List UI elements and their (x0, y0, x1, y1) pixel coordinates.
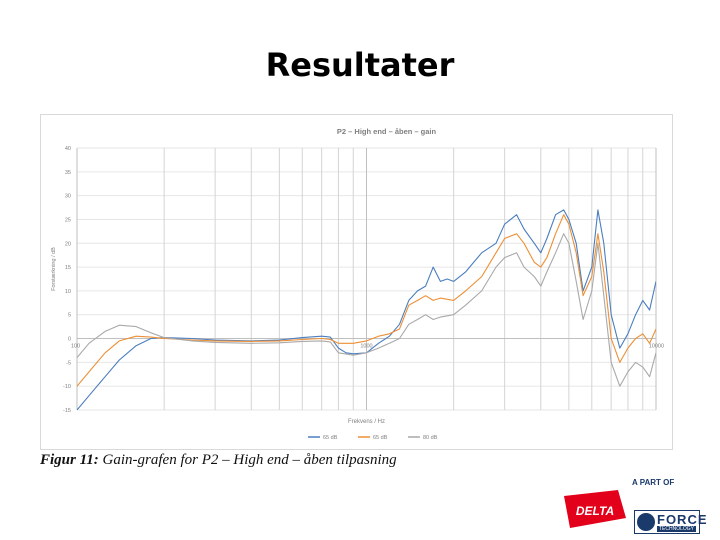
series-line (77, 233, 656, 387)
y-tick-label: 40 (65, 146, 71, 152)
x-tick-label: 100 (71, 344, 80, 350)
gain-chart: -15 -10 -5 0 5 10 15 20 25 30 35 40 100 1000 10000 P2 –… (40, 114, 673, 450)
figure-caption-text: Gain-grafen for P2 – High end – åben til… (102, 452, 397, 468)
technology-logo-text: TECHNOLOGY (657, 526, 697, 532)
x-tick-label: 10000 (649, 344, 664, 350)
y-tick-label: 5 (68, 313, 71, 319)
series-line (77, 214, 656, 387)
y-tick-label: 35 (65, 170, 71, 176)
x-tick-label: 1000 (360, 344, 372, 350)
logos: DELTA A PART OF FORCE TECHNOLOGY (560, 478, 710, 538)
series-line (77, 209, 656, 410)
legend-label: 80 dB (423, 435, 438, 441)
y-tick-label: 30 (65, 194, 71, 200)
part-of-label: A PART OF (632, 478, 675, 487)
force-logo-text: FORCE (657, 512, 708, 527)
force-technology-logo: FORCE TECHNOLOGY (634, 510, 707, 534)
slide-title: Resultater (265, 46, 455, 84)
legend-label: 65 dB (373, 435, 388, 441)
y-tick-label: -15 (63, 408, 71, 414)
y-tick-label: -10 (63, 384, 71, 390)
chart-title: P2 – High end – åben – gain (337, 127, 437, 136)
delta-logo: DELTA (564, 490, 626, 528)
y-tick-label: -5 (66, 360, 71, 366)
force-emblem-icon (637, 513, 655, 531)
y-tick-label: 25 (65, 217, 71, 223)
y-tick-label: 20 (65, 241, 71, 247)
y-tick-label: 0 (68, 337, 71, 343)
y-tick-label: 15 (65, 265, 71, 271)
gain-chart-svg: -15 -10 -5 0 5 10 15 20 25 30 35 40 100 1000 10000 P2 –… (51, 127, 664, 441)
x-axis-label: Frekvens / Hz (348, 419, 385, 425)
y-tick-label: 10 (65, 289, 71, 295)
figure-caption-label: Figur 11: (40, 452, 99, 468)
legend-label: 65 dB (323, 435, 338, 441)
y-axis-label: Forstærkning / dB (51, 247, 57, 291)
figure-caption: Figur 11: Gain-grafen for P2 – High end … (40, 452, 397, 469)
delta-logo-text: DELTA (576, 504, 614, 518)
